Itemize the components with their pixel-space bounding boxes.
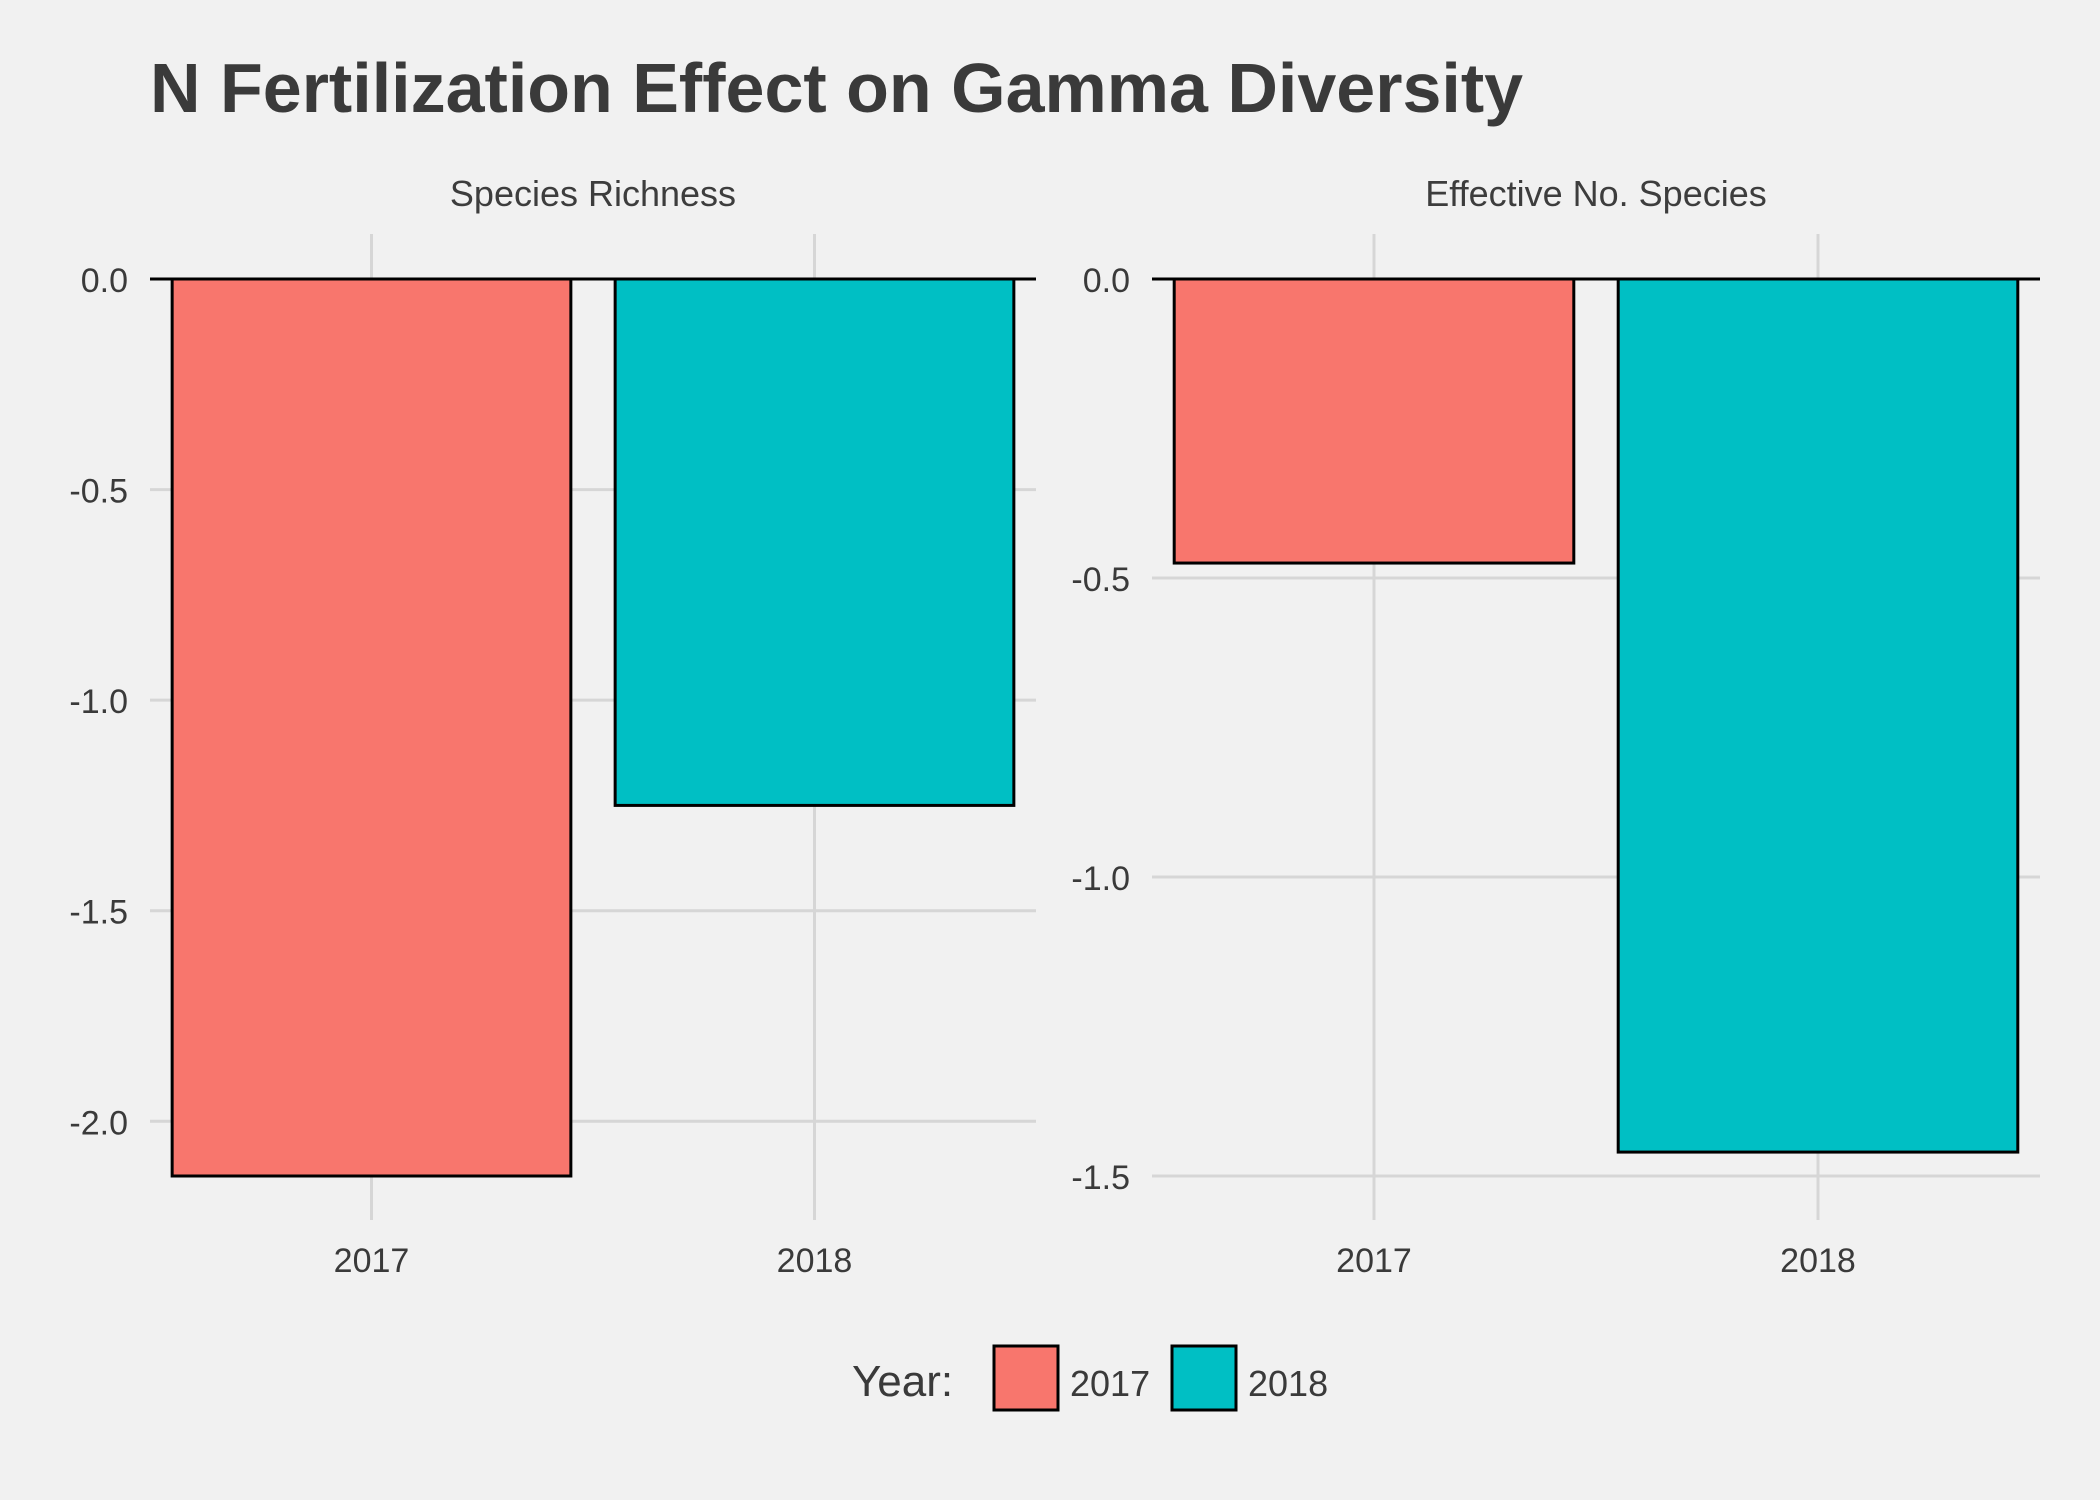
panel-strip-label: Effective No. Species (1425, 173, 1767, 214)
facet-panels: Species Richness 0.0 -0.5 -1.0 -1.5 -2.0 2017 2… (69, 173, 2040, 1280)
y-tick-label: -0.5 (69, 473, 128, 511)
legend-label-2018: 2018 (1248, 1363, 1328, 1404)
y-tick-label: -0.5 (1071, 561, 1130, 599)
legend-label-2017: 2017 (1070, 1363, 1150, 1404)
y-tick-label: -1.5 (69, 894, 128, 932)
x-tick-label: 2017 (1336, 1242, 1412, 1280)
y-tick-label: -1.5 (1071, 1159, 1130, 1197)
legend-key-2017 (992, 1344, 1060, 1412)
bar-2017 (1172, 277, 1576, 565)
panel-strip-label: Species Richness (450, 173, 736, 214)
legend: Year: 2017 2018 (852, 1344, 1328, 1412)
y-tick-label: -1.0 (1071, 860, 1130, 898)
facet-panel-1: Species Richness 0.0 -0.5 -1.0 -1.5 -2.0 2017 2… (69, 173, 1036, 1280)
x-tick-label: 2018 (1780, 1242, 1856, 1280)
y-tick-label: 0.0 (1083, 262, 1130, 300)
bar-2018 (613, 277, 1016, 807)
y-tick-label: -2.0 (69, 1104, 128, 1142)
y-tick-label: -1.0 (69, 683, 128, 721)
y-tick-label: 0.0 (81, 262, 128, 300)
bar-2017 (170, 277, 573, 1178)
legend-key-2018 (1170, 1344, 1238, 1412)
facet-panel-2: Effective No. Species 0.0 -0.5 -1.0 -1.5 2017… (1071, 173, 2040, 1280)
bar-2018 (1616, 277, 2020, 1154)
chart-title: N Fertilization Effect on Gamma Diversit… (150, 49, 1523, 127)
x-tick-label: 2018 (777, 1242, 853, 1280)
legend-title: Year: (852, 1357, 953, 1406)
x-tick-label: 2017 (334, 1242, 410, 1280)
